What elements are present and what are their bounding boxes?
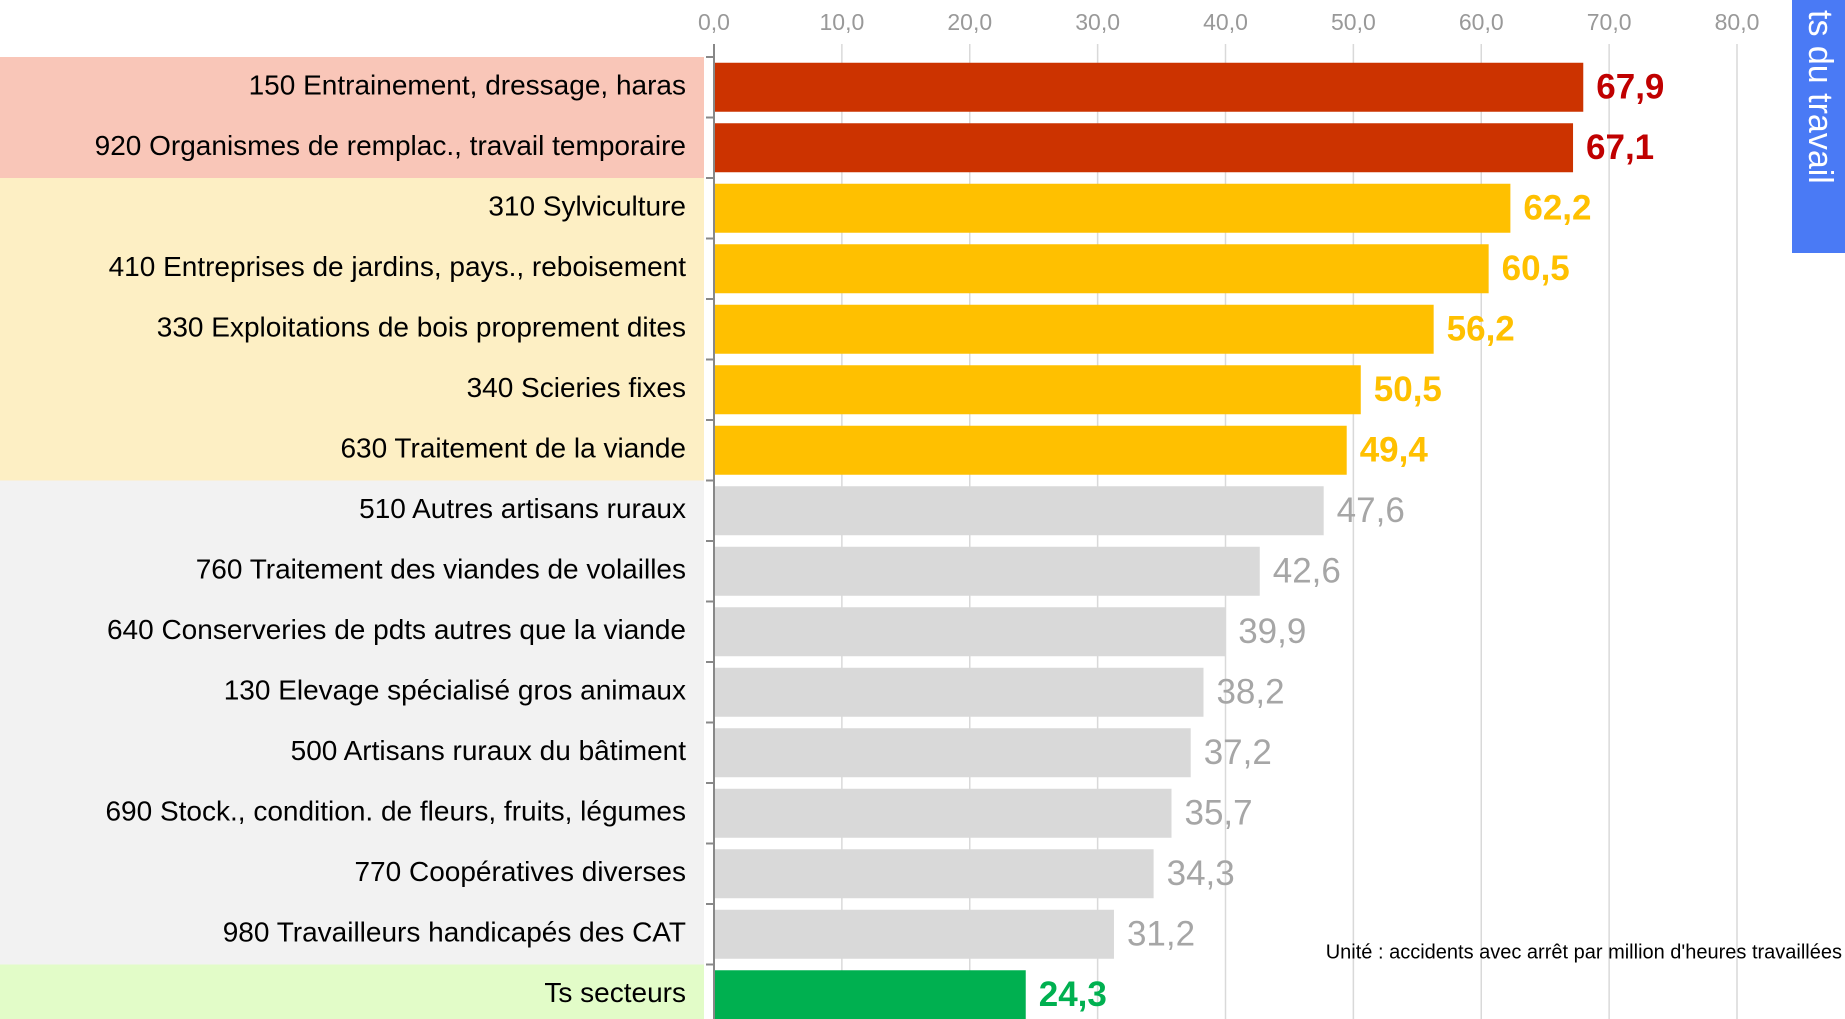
bar xyxy=(715,909,1114,959)
category-label: 330 Exploitations de bois proprement dit… xyxy=(157,312,686,343)
category-band xyxy=(0,722,704,783)
x-tick-label: 80,0 xyxy=(1715,9,1760,35)
value-label: 50,5 xyxy=(1374,370,1442,409)
category-label: 640 Conserveries de pdts autres que la v… xyxy=(107,614,686,645)
bar xyxy=(715,183,1511,233)
side-tab-label: ts du travail xyxy=(1801,10,1839,184)
category-band xyxy=(0,843,704,904)
category-band xyxy=(0,601,704,662)
category-band xyxy=(0,662,704,723)
value-label: 67,1 xyxy=(1586,128,1654,167)
value-label: 34,3 xyxy=(1167,854,1235,893)
bar xyxy=(715,970,1026,1019)
value-label: 67,9 xyxy=(1596,68,1664,107)
category-band xyxy=(0,178,704,239)
side-tab xyxy=(1792,0,1845,253)
x-tick-label: 60,0 xyxy=(1459,9,1504,35)
x-tick-label: 0,0 xyxy=(698,9,730,35)
category-label: 150 Entrainement, dressage, haras xyxy=(249,70,686,101)
value-label: 38,2 xyxy=(1216,673,1284,712)
bar xyxy=(715,607,1226,657)
category-label: 510 Autres artisans ruraux xyxy=(359,493,686,524)
value-label: 49,4 xyxy=(1360,431,1429,470)
value-label: 62,2 xyxy=(1523,189,1591,228)
bar xyxy=(715,546,1260,596)
category-label: 690 Stock., condition. de fleurs, fruits… xyxy=(105,796,686,827)
note: Unité : accidents avec arrêt par million… xyxy=(1326,941,1842,963)
category-label: Ts secteurs xyxy=(544,977,686,1008)
category-label: 340 Scieries fixes xyxy=(467,372,686,403)
x-tick-label: 40,0 xyxy=(1203,9,1248,35)
bar xyxy=(715,365,1361,415)
bar xyxy=(715,123,1574,173)
category-label: 500 Artisans ruraux du bâtiment xyxy=(291,735,687,766)
category-label: 630 Traitement de la viande xyxy=(340,433,686,464)
x-tick-label: 30,0 xyxy=(1075,9,1120,35)
value-label: 47,6 xyxy=(1337,491,1405,530)
category-label: 130 Elevage spécialisé gros animaux xyxy=(224,675,686,706)
value-label: 60,5 xyxy=(1502,249,1570,288)
category-band xyxy=(0,964,704,1019)
value-label: 42,6 xyxy=(1273,552,1341,591)
category-band xyxy=(0,57,704,118)
category-label: 760 Traitement des viandes de volailles xyxy=(196,554,686,585)
category-label: 920 Organismes de remplac., travail temp… xyxy=(95,130,686,161)
bar xyxy=(715,425,1347,475)
bar xyxy=(715,244,1489,294)
category-band xyxy=(0,480,704,541)
bar xyxy=(715,667,1204,717)
value-label: 39,9 xyxy=(1238,612,1306,651)
category-band xyxy=(0,299,704,360)
category-label: 980 Travailleurs handicapés des CAT xyxy=(223,917,686,948)
bar xyxy=(715,304,1434,354)
x-tick-label: 10,0 xyxy=(819,9,864,35)
category-band xyxy=(0,117,704,178)
value-label: 35,7 xyxy=(1185,794,1253,833)
x-tick-label: 20,0 xyxy=(947,9,992,35)
category-band xyxy=(0,904,704,965)
bar xyxy=(715,62,1584,112)
bar xyxy=(715,728,1191,778)
category-band xyxy=(0,238,704,299)
category-band xyxy=(0,420,704,481)
category-band xyxy=(0,783,704,844)
value-label: 56,2 xyxy=(1447,310,1515,349)
bar xyxy=(715,788,1172,838)
category-label: 770 Coopératives diverses xyxy=(354,856,686,887)
value-label: 24,3 xyxy=(1039,975,1107,1014)
value-label: 37,2 xyxy=(1204,733,1272,772)
x-tick-label: 50,0 xyxy=(1331,9,1376,35)
category-band xyxy=(0,541,704,602)
value-label: 31,2 xyxy=(1127,915,1195,954)
category-label: 410 Entreprises de jardins, pays., reboi… xyxy=(109,251,687,282)
x-tick-label: 70,0 xyxy=(1587,9,1632,35)
category-label: 310 Sylviculture xyxy=(488,191,686,222)
bar xyxy=(715,849,1154,899)
category-band xyxy=(0,359,704,420)
bar xyxy=(715,486,1324,536)
